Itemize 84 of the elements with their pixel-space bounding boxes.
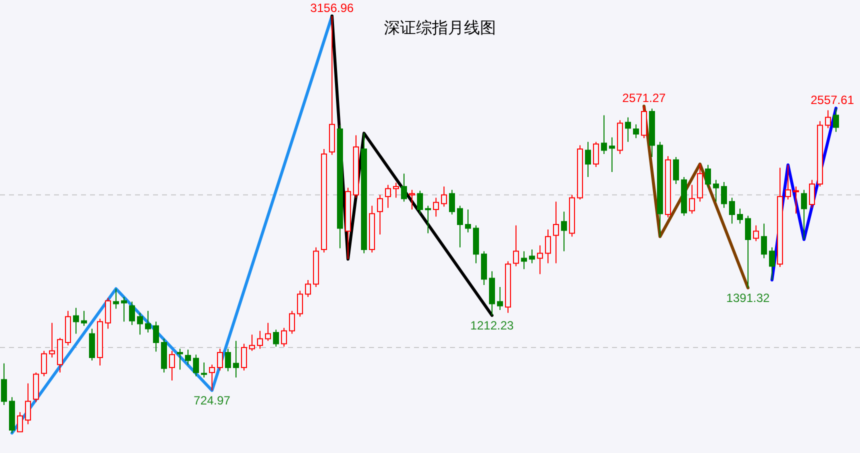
candlestick: [153, 321, 159, 352]
candlestick: [833, 108, 839, 132]
candlestick: [289, 310, 295, 334]
candlestick: [441, 186, 447, 208]
candlestick: [825, 110, 831, 129]
candlestick: [465, 208, 471, 233]
candlestick: [537, 244, 543, 275]
candlestick: [393, 182, 399, 198]
candlestick: [81, 310, 87, 326]
candlestick: [129, 301, 135, 326]
candlestick: [193, 354, 199, 377]
candlestick: [41, 350, 47, 377]
candlestick: [809, 179, 815, 208]
candlestick: [417, 190, 423, 214]
candlestick: [49, 322, 55, 358]
candlestick: [225, 348, 231, 372]
candlestick: [769, 246, 775, 280]
annotation: 2571.27: [622, 91, 666, 106]
candlestick: [377, 194, 383, 236]
candlestick: [529, 249, 535, 264]
candlestick: [801, 189, 807, 240]
candlestick: [545, 229, 551, 264]
candlestick: [689, 184, 695, 214]
candlestick: [625, 116, 631, 142]
candlestick: [497, 286, 503, 310]
candlestick: [401, 173, 407, 202]
candlestick: [753, 224, 759, 242]
candlestick: [25, 382, 31, 425]
candlestick: [257, 330, 263, 350]
candlestick: [585, 141, 591, 178]
candlestick: [233, 340, 239, 378]
candlestick: [561, 211, 567, 252]
annotation: 3156.96: [310, 1, 354, 15]
candlestick: [177, 348, 183, 370]
candlestick: [633, 124, 639, 139]
chart-title: 深证综指月线图: [384, 18, 496, 37]
candlestick: [137, 312, 143, 336]
candlestick: [593, 141, 599, 168]
candlestick: [761, 223, 767, 259]
candlestick: [409, 189, 415, 210]
candlestick: [121, 296, 127, 322]
candlestick: [113, 288, 119, 310]
candlestick: [265, 322, 271, 342]
candlestick: [169, 350, 175, 381]
candlestick: [185, 349, 191, 366]
candlestick: [89, 328, 95, 361]
candlestick: [737, 208, 743, 224]
candlestick: [105, 297, 111, 330]
candlestick: [713, 179, 719, 202]
candlestick: [241, 343, 247, 371]
annotation: 1391.32: [726, 290, 770, 305]
candlestick: [201, 362, 207, 378]
candlestick: [553, 201, 559, 264]
candlestick: [281, 327, 287, 348]
candlestick: [145, 310, 151, 334]
candlestick: [721, 181, 727, 208]
candlestick: [673, 156, 679, 185]
candlestick: [601, 114, 607, 155]
annotation: 2557.61: [810, 93, 854, 108]
candlestick: [249, 334, 255, 352]
candlestick: [273, 329, 279, 348]
candlestick: [297, 290, 303, 318]
candlestick: [785, 164, 791, 200]
candlestick: [641, 106, 647, 139]
candlestick: [745, 215, 751, 288]
candlestick: [521, 250, 527, 270]
candlestick: [513, 224, 519, 267]
candlestick: [217, 348, 223, 371]
candlestick: [1, 362, 7, 406]
candlestick: [793, 186, 799, 214]
candlestick: [433, 197, 439, 218]
candlestick: [449, 189, 455, 215]
candlestick: [305, 279, 311, 298]
candlestick: [385, 184, 391, 208]
candlestick: [17, 412, 23, 432]
candlestick: [457, 205, 463, 248]
annotation: 1212.23: [470, 318, 514, 332]
candlestick: [729, 197, 735, 224]
candlestick: [425, 205, 431, 234]
candlestick: [609, 136, 615, 172]
candlestick: [209, 364, 215, 391]
candlestick: [705, 164, 711, 188]
candlestick: [73, 307, 79, 334]
annotation: 724.97: [194, 393, 231, 408]
